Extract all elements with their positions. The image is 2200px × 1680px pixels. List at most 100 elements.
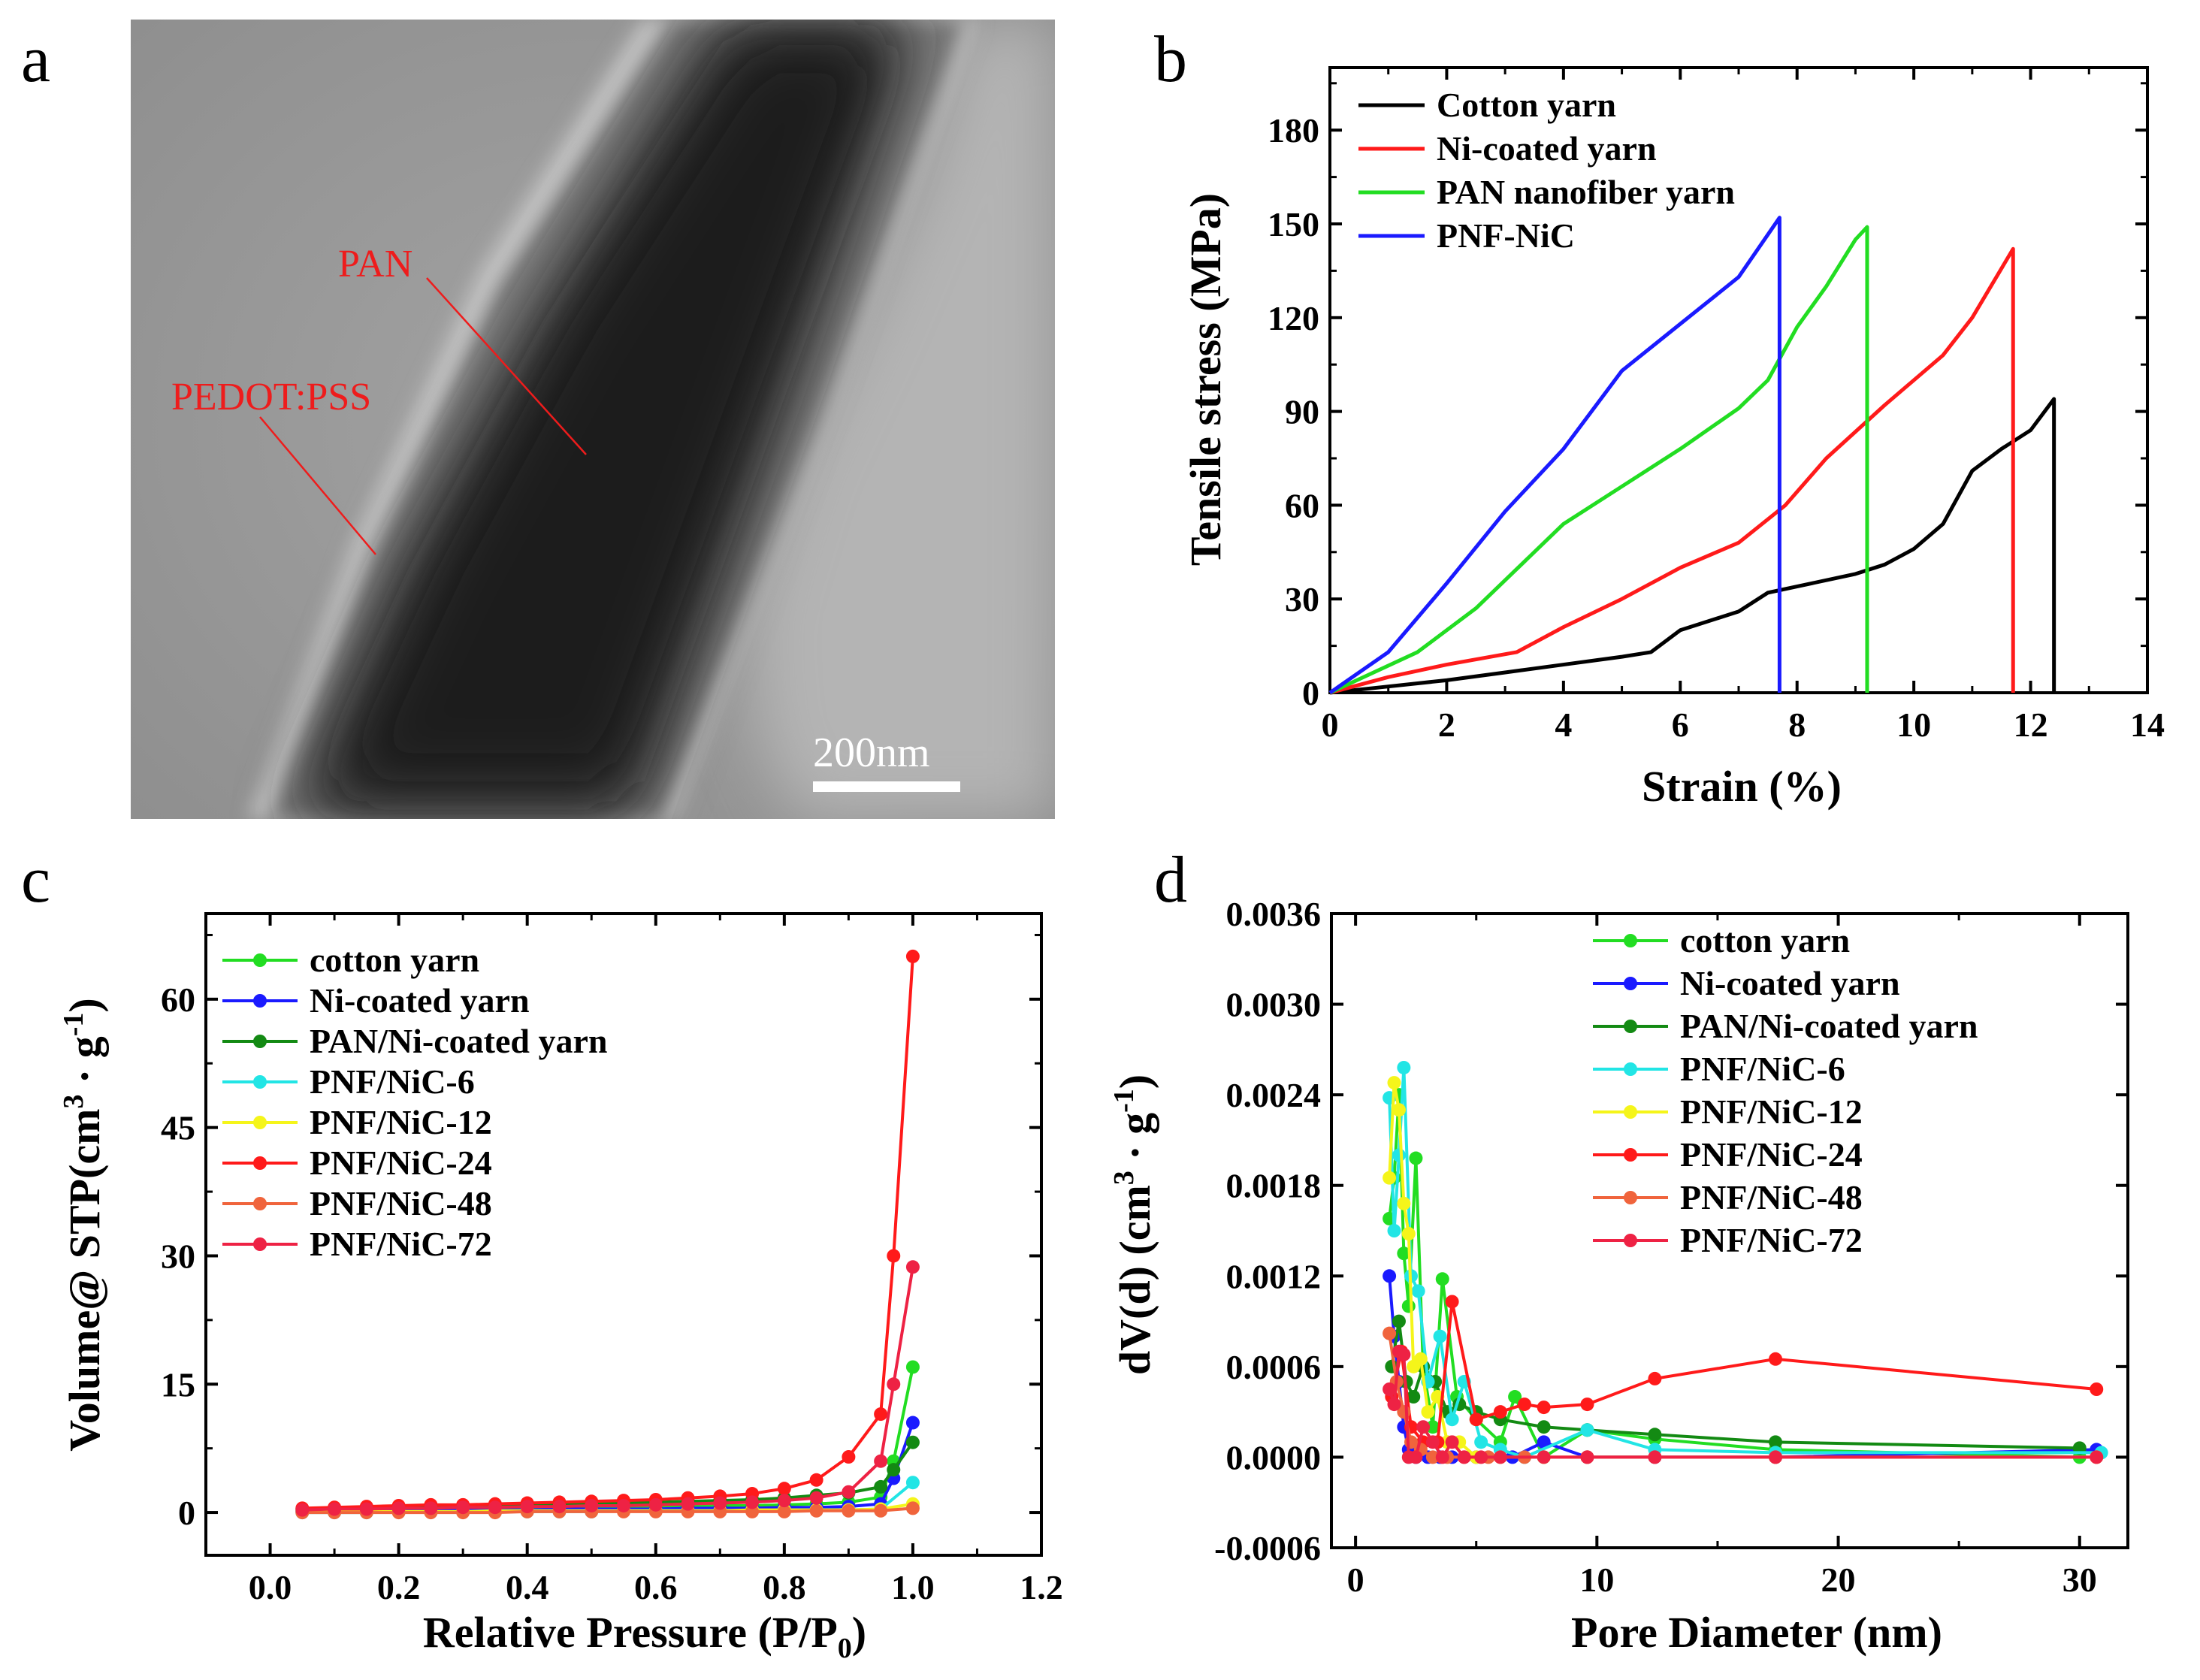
c-legend-marker [253,1116,267,1129]
b-legend-label: Ni-coated yarn [1437,129,1657,168]
d-legend-item: PAN/Ni-coated yarn [1593,1007,1978,1045]
d-legend-label: cotton yarn [1680,921,1850,959]
c-series-pnf-nic-72 [295,1260,920,1517]
c-x-tick-label: 0.8 [763,1568,806,1606]
d-data-point [1648,1428,1662,1442]
d-data-point [1445,1435,1459,1449]
d-y-tick-label: 0.0018 [1226,1167,1322,1205]
c-y-axis-title: Volume@ STP(cm3 · g-1) [58,998,109,1452]
c-x-axis-title: Relative Pressure (P/P0) [423,1608,866,1664]
legend-d: cotton yarn Ni-coated yarn PAN/Ni-coated y… [1593,921,1978,1259]
c-y-tick-label: 60 [161,981,195,1019]
d-data-point [1580,1450,1594,1464]
d-x-tick-label: 10 [1579,1561,1614,1599]
panel-b: b 0 2 4 6 8 10 12 14 0 30 60 90 120 150 180 Cotton yar… [1154,23,2165,811]
d-legend-item: PNF/NiC-24 [1593,1135,1863,1174]
c-data-point [809,1503,823,1518]
panel-d: d 0 10 20 30 -0.0006 0.0000 0.0006 0.0012 0.0018… [1108,844,2129,1657]
d-data-point [1769,1450,1783,1464]
c-legend-label: Ni-coated yarn [310,981,530,1020]
b-x-tick-label: 8 [1788,706,1806,744]
c-legend-item: PNF/NiC-6 [222,1062,475,1101]
d-data-point [1387,1397,1401,1412]
c-data-point [905,1476,920,1490]
d-data-point [1392,1314,1406,1328]
pedot-label: PEDOT:PSS [171,376,371,418]
d-data-point [1537,1420,1551,1434]
b-legend-item: PAN nanofiber yarn [1358,173,1735,211]
b-series-pan-nanofiber-yarn [1328,225,1869,695]
c-x-tick-label: 0.2 [377,1568,421,1606]
c-legend-label: PNF/NiC-12 [310,1103,492,1141]
d-data-point [1425,1435,1440,1449]
c-data-point [295,1503,310,1517]
d-data-point [1387,1076,1401,1090]
legend-b: Cotton yarn Ni-coated yarn PAN nanofiber y… [1358,86,1735,255]
d-y-tick-label: 0.0000 [1226,1438,1322,1476]
d-data-point [1425,1450,1440,1464]
d-data-point [1387,1224,1401,1237]
d-legend-item: PNF/NiC-72 [1593,1221,1863,1259]
d-data-point [1411,1284,1425,1298]
d-data-point [1537,1435,1551,1449]
c-data-point [874,1503,888,1518]
d-data-point [1407,1390,1421,1404]
c-data-point [905,1501,920,1515]
d-legend-label: PAN/Ni-coated yarn [1680,1007,1978,1045]
d-legend-item: Ni-coated yarn [1593,964,1900,1002]
b-series-line-ni-coated-yarn [1329,246,2015,695]
b-x-axis-title: Strain (%) [1642,762,1842,811]
c-data-point [745,1495,760,1509]
d-legend-marker [1624,1191,1637,1204]
c-legend-item: PAN/Ni-coated yarn [222,1022,607,1060]
d-data-point [1435,1272,1449,1286]
d-legend-label: PNF/NiC-24 [1680,1135,1863,1174]
c-data-point [777,1504,791,1518]
c-legend-item: PNF/NiC-24 [222,1144,492,1182]
scale-bar-label: 200nm [813,730,930,776]
d-series-pnf-nic-72 [1383,1344,2104,1464]
c-x-tick-label: 1.2 [1020,1568,1063,1606]
pedot-annotation: PEDOT:PSS [171,376,376,555]
c-legend-marker [253,953,267,967]
c-x-tick-label: 0.0 [249,1568,292,1606]
c-data-point [617,1498,630,1512]
d-data-point [2090,1382,2104,1396]
d-y-tick-label: 0.0006 [1226,1348,1322,1386]
d-y-tick-label: -0.0006 [1214,1529,1321,1567]
d-data-point [1508,1390,1522,1404]
d-series-pnf-nic-48 [1383,1326,2104,1464]
d-data-point [1474,1450,1488,1464]
d-data-point [1537,1450,1551,1464]
c-y-tick-label: 15 [161,1365,195,1404]
d-x-tick-label: 20 [1821,1561,1856,1599]
c-data-point [488,1500,502,1515]
c-data-point [842,1503,856,1518]
c-data-point [842,1450,856,1464]
b-y-tick-label: 90 [1285,393,1319,431]
d-data-point [1397,1060,1411,1074]
c-y-tick-label: 0 [178,1494,195,1532]
d-series-line-pan-ni-coated-yarn [1390,1319,2080,1450]
c-legend-item: Ni-coated yarn [222,981,530,1020]
d-data-point [1445,1413,1459,1427]
d-y-tick-label: 0.0036 [1226,895,1322,933]
pedot-pointer-line [259,416,376,555]
c-x-tick-label: 1.0 [891,1568,935,1606]
c-legend-item: PNF/NiC-12 [222,1103,492,1141]
c-data-point [456,1500,470,1515]
c-data-point [887,1377,901,1391]
d-legend-marker [1624,1148,1637,1162]
c-plot-frame [204,912,1043,1557]
b-x-tick-label: 12 [2014,706,2048,744]
d-data-point [1413,1352,1428,1366]
d-data-point [1397,1246,1411,1261]
b-series-line-pnf-nic [1328,216,1781,695]
d-legend-marker [1624,934,1637,947]
stress-strain-plot: 0 2 4 6 8 10 12 14 0 30 60 90 120 150 180 [1268,66,2165,744]
d-legend-marker [1624,1234,1637,1247]
d-data-point [1474,1435,1488,1449]
d-legend-item: PNF/NiC-6 [1593,1050,1845,1088]
